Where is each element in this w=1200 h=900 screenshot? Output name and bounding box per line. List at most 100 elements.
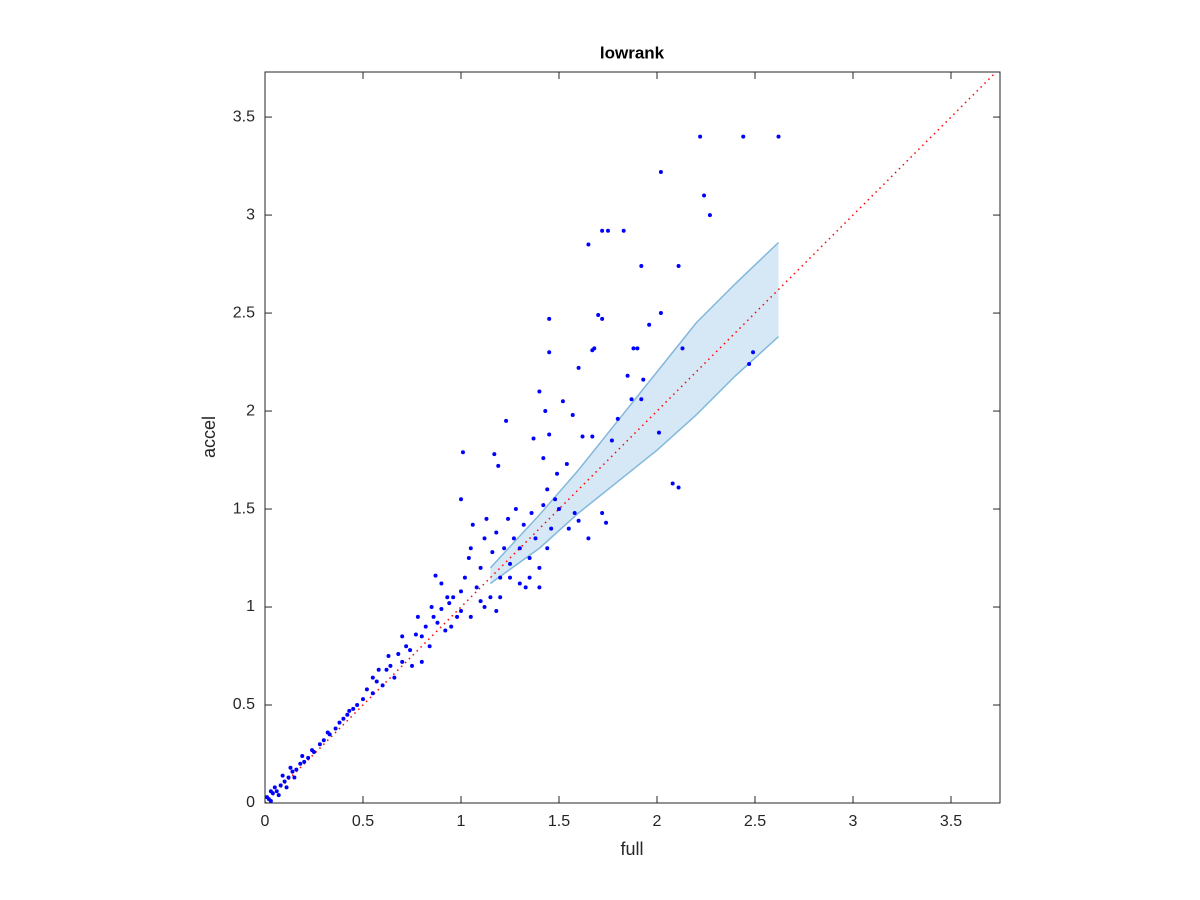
data-point [460, 450, 465, 455]
data-point [321, 738, 326, 743]
data-point [447, 601, 452, 606]
data-point [423, 624, 428, 629]
data-point [590, 434, 595, 439]
data-point [466, 556, 471, 561]
data-point [537, 585, 542, 590]
data-point [586, 242, 591, 247]
data-point [656, 430, 661, 435]
data-point [621, 228, 626, 233]
x-tick-label: 3 [849, 813, 858, 830]
data-point [284, 785, 289, 790]
data-point [600, 510, 605, 515]
data-point [707, 213, 712, 218]
data-point [451, 595, 456, 600]
data-point [604, 520, 609, 525]
data-point [521, 522, 526, 527]
data-point [380, 683, 385, 688]
data-point [408, 648, 413, 653]
data-point [553, 497, 558, 502]
data-point [547, 316, 552, 321]
data-point [290, 769, 295, 774]
data-point [631, 346, 636, 351]
data-point [609, 438, 614, 443]
data-point [498, 595, 503, 600]
data-point [494, 608, 499, 613]
data-point [355, 703, 360, 708]
data-point [527, 556, 532, 561]
data-point [635, 346, 640, 351]
chart-title: lowrank [600, 43, 665, 62]
data-point [541, 456, 546, 461]
data-point [384, 667, 389, 672]
data-point [431, 614, 436, 619]
confidence-band [490, 242, 779, 584]
data-point [492, 452, 497, 457]
data-point [533, 536, 538, 541]
data-point [300, 753, 305, 758]
data-point [317, 742, 322, 747]
data-point [566, 526, 571, 531]
x-tick-label: 0 [261, 813, 270, 830]
data-point [268, 799, 273, 804]
y-tick-label: 1.5 [233, 500, 255, 517]
data-point [600, 228, 605, 233]
data-point [264, 795, 269, 800]
data-point [517, 581, 522, 586]
y-tick-label: 1 [246, 598, 255, 615]
data-point [537, 389, 542, 394]
data-point [419, 659, 424, 664]
data-point [410, 663, 414, 668]
x-tick-label: 2.5 [744, 813, 766, 830]
data-point [676, 485, 681, 490]
data-point [658, 169, 663, 174]
data-point [596, 313, 601, 318]
data-point [268, 789, 273, 794]
data-point [488, 595, 493, 600]
data-point [449, 624, 454, 629]
y-axis-label: accel [199, 416, 219, 458]
data-point [580, 434, 585, 439]
data-point [615, 416, 620, 421]
data-point [698, 134, 703, 139]
data-point [400, 659, 405, 664]
data-point [374, 679, 379, 684]
data-point [482, 536, 487, 541]
x-tick-label: 1 [457, 813, 466, 830]
data-point [498, 575, 503, 580]
data-point [419, 634, 424, 639]
axes-frame [264, 71, 1001, 804]
y-tick-label: 0 [246, 794, 255, 811]
data-point [302, 759, 307, 764]
data-point [274, 789, 279, 794]
data-point [741, 134, 746, 139]
data-point [545, 487, 550, 492]
data-point [435, 620, 440, 625]
data-point [658, 311, 663, 316]
data-point [294, 767, 299, 772]
data-point [306, 755, 311, 760]
data-point [776, 134, 781, 139]
data-point [504, 418, 509, 423]
data-point [404, 644, 409, 649]
data-point [413, 632, 418, 637]
data-point [639, 264, 644, 269]
data-point [443, 628, 448, 633]
data-point [586, 536, 591, 541]
data-point [276, 793, 281, 798]
data-point [470, 522, 475, 527]
data-point [676, 264, 681, 269]
data-point [280, 773, 285, 778]
data-point [415, 614, 420, 619]
data-point [347, 708, 352, 713]
data-point [606, 228, 610, 233]
data-point [517, 546, 522, 551]
data-point [427, 644, 432, 649]
data-point [462, 575, 467, 580]
data-point [541, 503, 546, 508]
data-point [547, 350, 552, 355]
data-point [386, 654, 391, 659]
data-point [288, 765, 293, 770]
data-point [496, 463, 501, 468]
y-tick-label: 0.5 [233, 696, 255, 713]
